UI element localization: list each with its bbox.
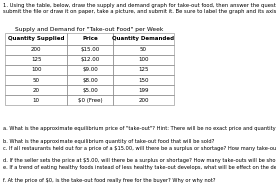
Bar bbox=[67, 95, 113, 105]
Text: 199: 199 bbox=[138, 88, 149, 93]
Bar bbox=[5, 75, 67, 85]
Bar bbox=[113, 75, 174, 85]
Text: $0 (Free): $0 (Free) bbox=[78, 98, 103, 103]
Bar bbox=[5, 55, 67, 65]
Text: Quantity Demanded: Quantity Demanded bbox=[112, 36, 174, 41]
Bar bbox=[67, 55, 113, 65]
Text: $5.00: $5.00 bbox=[83, 88, 98, 93]
Bar bbox=[113, 65, 174, 75]
Text: b. What is the approximate equilibrium quantity of take-out food that will be so: b. What is the approximate equilibrium q… bbox=[3, 139, 214, 144]
Text: c. If all restaurants held out for a price of a $15.00, will there be a surplus : c. If all restaurants held out for a pri… bbox=[3, 146, 276, 151]
Text: 20: 20 bbox=[33, 88, 40, 93]
Text: $12.00: $12.00 bbox=[81, 57, 100, 62]
Text: 100: 100 bbox=[31, 68, 41, 72]
Text: 100: 100 bbox=[138, 57, 149, 62]
Text: $8.00: $8.00 bbox=[83, 78, 98, 83]
Text: e. If a trend of eating healthy foods instead of less healthy take-out develops,: e. If a trend of eating healthy foods in… bbox=[3, 165, 276, 170]
Bar bbox=[5, 45, 67, 55]
Text: 1. Using the table, below, draw the supply and demand graph for take-out food, t: 1. Using the table, below, draw the supp… bbox=[3, 3, 276, 14]
Text: Supply and Demand for "Take-out Food" per Week: Supply and Demand for "Take-out Food" pe… bbox=[15, 27, 164, 31]
Bar bbox=[5, 65, 67, 75]
Bar bbox=[67, 65, 113, 75]
Text: 50: 50 bbox=[33, 78, 40, 83]
Bar bbox=[5, 85, 67, 95]
Bar bbox=[67, 33, 113, 45]
Text: 125: 125 bbox=[138, 68, 149, 72]
Bar bbox=[5, 33, 67, 45]
Text: 10: 10 bbox=[33, 98, 40, 103]
Bar bbox=[67, 85, 113, 95]
Text: $15.00: $15.00 bbox=[81, 47, 100, 52]
Text: 200: 200 bbox=[31, 47, 41, 52]
Text: 125: 125 bbox=[31, 57, 41, 62]
Bar bbox=[113, 45, 174, 55]
Text: d. If the seller sets the price at $5.00, will there be a surplus or shortage? H: d. If the seller sets the price at $5.00… bbox=[3, 158, 276, 163]
Text: Price: Price bbox=[83, 36, 98, 41]
Bar bbox=[5, 95, 67, 105]
Bar bbox=[67, 45, 113, 55]
Text: $9.00: $9.00 bbox=[83, 68, 98, 72]
Text: 50: 50 bbox=[140, 47, 147, 52]
Text: 150: 150 bbox=[138, 78, 149, 83]
Text: Quantity Supplied: Quantity Supplied bbox=[8, 36, 65, 41]
Bar bbox=[113, 85, 174, 95]
Bar bbox=[113, 55, 174, 65]
Bar bbox=[67, 75, 113, 85]
Text: a. What is the approximate equilibrium price of "take-out"? Hint: There will be : a. What is the approximate equilibrium p… bbox=[3, 126, 276, 131]
Text: f. At the price of $0, is the take-out food really free for the buyer? Why or wh: f. At the price of $0, is the take-out f… bbox=[3, 178, 215, 183]
Text: 200: 200 bbox=[138, 98, 149, 103]
Bar bbox=[113, 95, 174, 105]
Bar bbox=[113, 33, 174, 45]
